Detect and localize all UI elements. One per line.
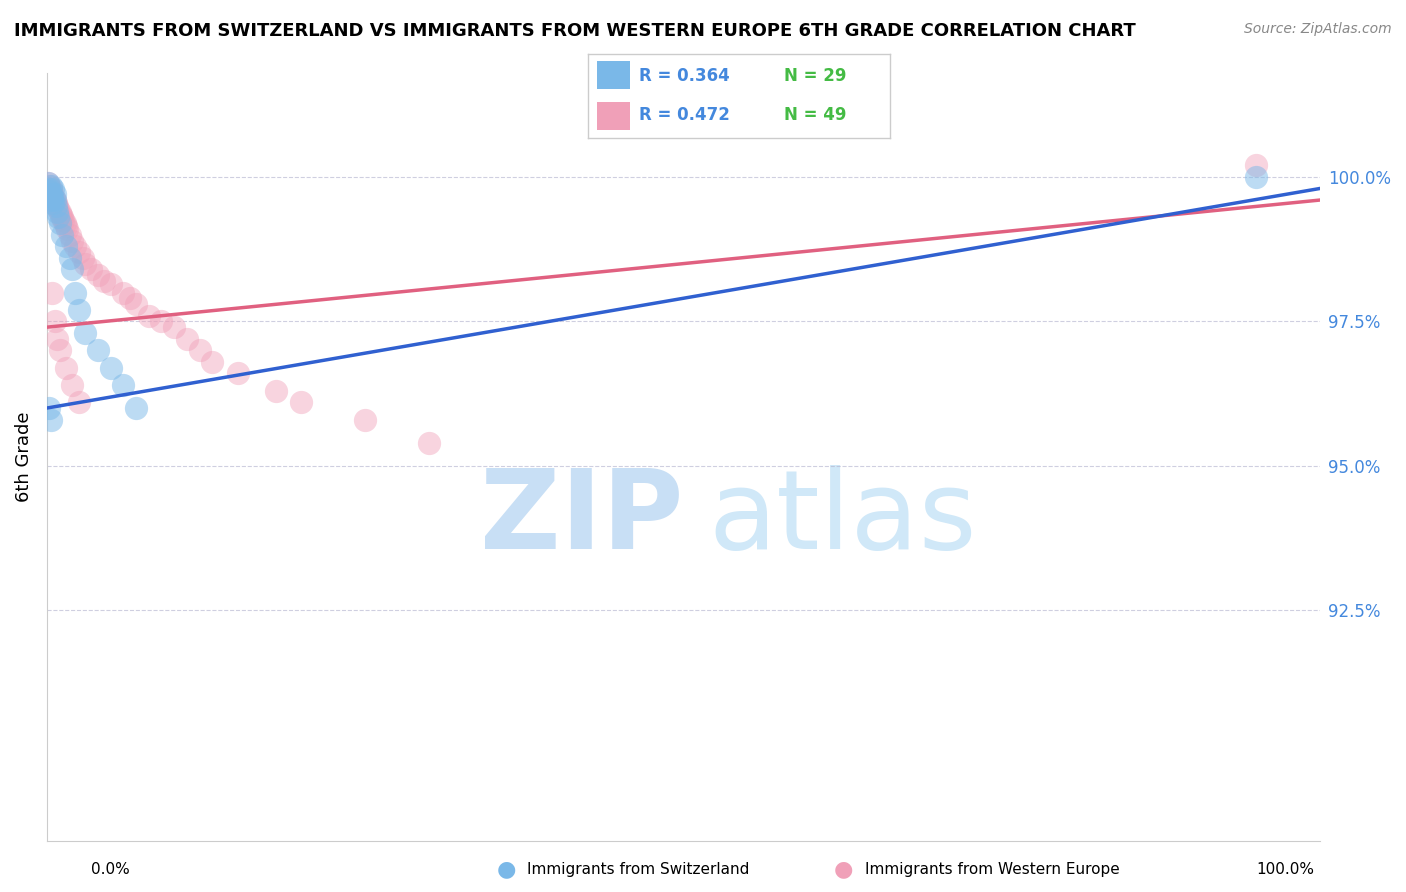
Point xyxy=(150,314,173,328)
Point xyxy=(75,326,97,340)
Point xyxy=(42,181,65,195)
Point xyxy=(418,435,440,450)
Point xyxy=(87,343,110,358)
Point xyxy=(80,262,103,277)
Point xyxy=(55,239,77,253)
Text: R = 0.472: R = 0.472 xyxy=(640,106,730,124)
Text: Source: ZipAtlas.com: Source: ZipAtlas.com xyxy=(1244,22,1392,37)
Text: 0.0%: 0.0% xyxy=(91,863,131,877)
Point xyxy=(226,367,249,381)
Point xyxy=(42,196,65,211)
Point xyxy=(41,190,63,204)
Point xyxy=(118,291,141,305)
Point xyxy=(100,277,122,291)
Point xyxy=(60,234,83,248)
Point xyxy=(52,213,75,227)
Point xyxy=(138,309,160,323)
Y-axis label: 6th Grade: 6th Grade xyxy=(15,412,32,502)
Text: Immigrants from Western Europe: Immigrants from Western Europe xyxy=(865,863,1119,877)
Point xyxy=(55,360,77,375)
Point xyxy=(46,204,69,219)
Point xyxy=(46,199,69,213)
Point xyxy=(44,193,66,207)
Text: IMMIGRANTS FROM SWITZERLAND VS IMMIGRANTS FROM WESTERN EUROPE 6TH GRADE CORRELAT: IMMIGRANTS FROM SWITZERLAND VS IMMIGRANT… xyxy=(14,22,1136,40)
Point xyxy=(51,227,73,242)
Point xyxy=(38,185,60,199)
Point xyxy=(100,360,122,375)
Point xyxy=(53,216,76,230)
Point xyxy=(125,297,148,311)
Text: N = 29: N = 29 xyxy=(785,67,846,85)
Point xyxy=(75,257,97,271)
Point xyxy=(39,181,62,195)
Point xyxy=(56,222,79,236)
Point xyxy=(67,245,90,260)
Point xyxy=(44,193,66,207)
Point xyxy=(39,185,62,199)
Point xyxy=(163,320,186,334)
Point xyxy=(42,190,65,204)
Point xyxy=(59,251,82,265)
Point xyxy=(63,285,86,300)
Text: Immigrants from Switzerland: Immigrants from Switzerland xyxy=(527,863,749,877)
Point xyxy=(60,262,83,277)
Text: atlas: atlas xyxy=(709,465,977,572)
Point xyxy=(59,227,82,242)
Point xyxy=(41,187,63,202)
Point xyxy=(38,401,60,415)
Point xyxy=(201,355,224,369)
Point xyxy=(39,178,62,193)
Point xyxy=(46,211,69,225)
Text: R = 0.364: R = 0.364 xyxy=(640,67,730,85)
Text: 100.0%: 100.0% xyxy=(1257,863,1315,877)
Point xyxy=(38,181,60,195)
Point xyxy=(41,193,63,207)
Point xyxy=(44,187,66,202)
Point xyxy=(176,332,198,346)
Bar xyxy=(596,62,630,89)
Point xyxy=(44,314,66,328)
Point xyxy=(48,216,70,230)
Point xyxy=(60,378,83,392)
Point xyxy=(290,395,312,409)
Point xyxy=(55,219,77,233)
Point xyxy=(87,268,110,282)
Point xyxy=(45,196,67,211)
Point xyxy=(48,204,70,219)
Point xyxy=(41,285,63,300)
Point xyxy=(49,207,72,221)
Point xyxy=(63,239,86,253)
Text: ●: ● xyxy=(834,860,853,880)
Point xyxy=(112,378,135,392)
Point xyxy=(39,412,62,426)
Point xyxy=(38,178,60,193)
Point xyxy=(112,285,135,300)
Point xyxy=(67,395,90,409)
Point xyxy=(1244,158,1267,172)
Point xyxy=(39,187,62,202)
Text: ZIP: ZIP xyxy=(479,465,683,572)
Point xyxy=(264,384,287,398)
Point xyxy=(188,343,211,358)
Point xyxy=(48,343,70,358)
Point xyxy=(51,211,73,225)
Point xyxy=(37,176,59,190)
Point xyxy=(125,401,148,415)
Bar xyxy=(596,102,630,130)
Point xyxy=(93,274,115,288)
Point xyxy=(46,332,69,346)
Point xyxy=(45,199,67,213)
Point xyxy=(67,302,90,317)
Point xyxy=(1244,169,1267,184)
Point xyxy=(72,251,94,265)
Point xyxy=(37,176,59,190)
Point xyxy=(354,412,377,426)
Text: ●: ● xyxy=(496,860,516,880)
Point xyxy=(46,202,69,216)
Text: N = 49: N = 49 xyxy=(785,106,846,124)
